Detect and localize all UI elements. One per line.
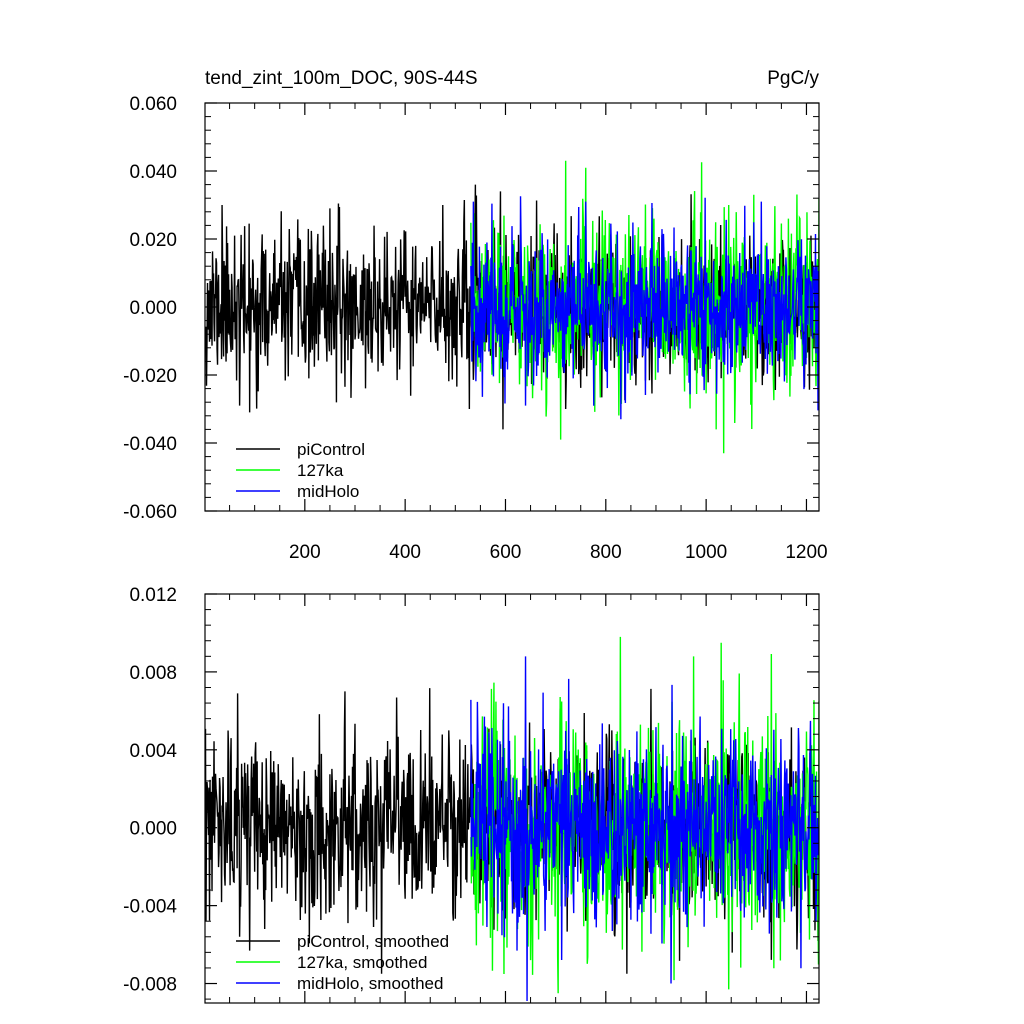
- units-label: PgC/y: [767, 68, 819, 89]
- y-tick-label: 0.020: [129, 230, 177, 251]
- series-line-midholo: [470, 196, 819, 420]
- y-tick-label: 0.060: [129, 94, 177, 115]
- y-tick-label: -0.060: [123, 502, 177, 523]
- y-tick-label: 0.040: [129, 162, 177, 183]
- series-group: [205, 636, 819, 1002]
- y-tick-label: 0.000: [129, 819, 177, 840]
- top-panel: tend_zint_100m_DOC, 90S-44S PgC/y -0.060…: [123, 68, 827, 563]
- y-tick-label: 0.012: [129, 585, 177, 606]
- y-tick-label: 0.000: [129, 298, 177, 319]
- y-tick-label: -0.040: [123, 434, 177, 455]
- legend-label: 127ka, smoothed: [297, 953, 427, 972]
- legend-label: midHolo: [297, 482, 359, 501]
- x-tick-label: 400: [389, 542, 421, 563]
- x-tick-label: 1200: [785, 542, 827, 563]
- x-tick-label: 600: [490, 542, 522, 563]
- x-tick-label: 200: [289, 542, 321, 563]
- chart-title: tend_zint_100m_DOC, 90S-44S: [205, 68, 478, 89]
- y-tick-label: 0.004: [129, 741, 177, 762]
- x-tick-label: 1000: [685, 542, 727, 563]
- x-tick-label: 800: [590, 542, 622, 563]
- y-tick-label: -0.004: [123, 897, 177, 918]
- y-tick-label: -0.008: [123, 975, 177, 996]
- series-line-midholo: [470, 656, 819, 1002]
- legend: piControl, smoothed 127ka, smoothed midHol…: [236, 932, 449, 993]
- legend: piControl 127ka midHolo: [236, 440, 365, 501]
- plot-frame: [204, 593, 820, 1004]
- series-group: [205, 160, 819, 454]
- legend-label: midHolo, smoothed: [297, 974, 443, 993]
- y-tick-label: 0.008: [129, 663, 177, 684]
- legend-label: piControl: [297, 440, 365, 459]
- y-tick-label: -0.020: [123, 366, 177, 387]
- bottom-panel: -0.008 -0.004 0.000 0.004 0.008 0.012 piContro…: [123, 585, 820, 1004]
- legend-label: piControl, smoothed: [297, 932, 449, 951]
- legend-label: 127ka: [297, 461, 344, 480]
